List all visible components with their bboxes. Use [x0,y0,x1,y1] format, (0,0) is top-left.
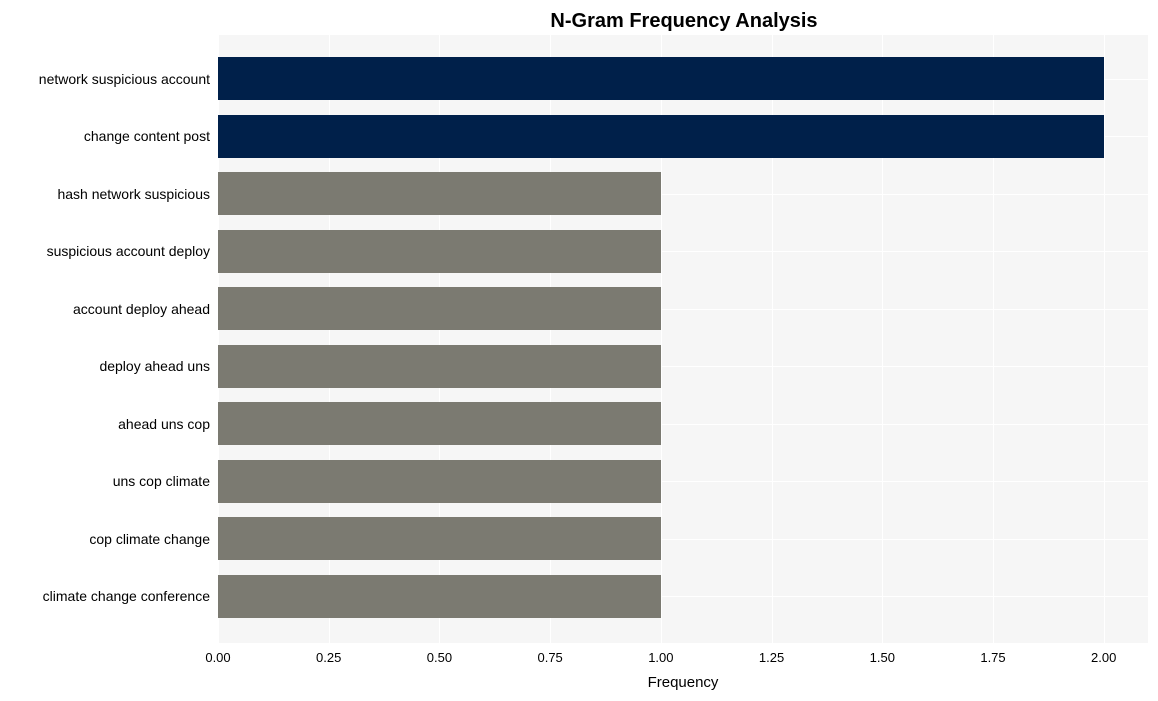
bar [218,402,661,445]
y-tick-label: deploy ahead uns [10,359,210,373]
y-tick-label: hash network suspicious [10,187,210,201]
chart-container: N-Gram Frequency Analysis Frequency netw… [0,0,1158,701]
chart-title: N-Gram Frequency Analysis [0,10,1158,33]
bar [218,345,661,388]
bar [218,230,661,273]
x-tick-label: 1.25 [759,650,784,665]
bar [218,575,661,618]
bar [218,115,1104,158]
x-tick-label: 0.75 [537,650,562,665]
y-tick-label: account deploy ahead [10,302,210,316]
bar [218,172,661,215]
grid-line-vertical [1104,35,1105,643]
y-tick-label: change content post [10,129,210,143]
bar [218,287,661,330]
y-tick-label: uns cop climate [10,474,210,488]
x-axis-title: Frequency [218,674,1148,691]
plot-area [218,35,1148,643]
y-tick-label: climate change conference [10,589,210,603]
x-tick-label: 0.50 [427,650,452,665]
bar [218,460,661,503]
x-tick-label: 1.00 [648,650,673,665]
x-tick-label: 0.00 [205,650,230,665]
bar [218,57,1104,100]
x-tick-label: 2.00 [1091,650,1116,665]
y-tick-label: ahead uns cop [10,417,210,431]
bar [218,517,661,560]
y-tick-label: suspicious account deploy [10,244,210,258]
y-tick-label: cop climate change [10,532,210,546]
x-tick-label: 1.75 [980,650,1005,665]
x-tick-label: 1.50 [870,650,895,665]
y-tick-label: network suspicious account [10,72,210,86]
x-tick-label: 0.25 [316,650,341,665]
